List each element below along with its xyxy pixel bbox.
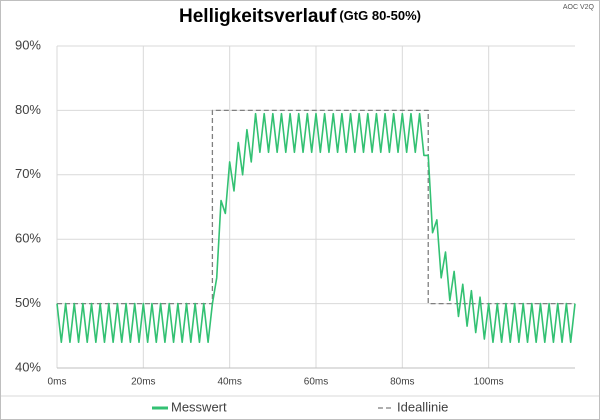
series-line (56, 112, 576, 344)
y-tick-label: 50% (15, 295, 41, 310)
x-tick-label: 20ms (131, 377, 155, 388)
x-tick-label: 40ms (217, 377, 241, 388)
corner-label: AOC V2Q (563, 4, 595, 11)
y-tick-label: 40% (15, 359, 41, 374)
chart-title: Helligkeitsverlauf (GtG 80-50%) (179, 6, 421, 27)
x-tick-label: 80ms (390, 377, 414, 388)
y-tick-label: 70% (15, 166, 41, 181)
legend-label: Messwert (171, 399, 227, 414)
y-tick-label: 60% (15, 231, 41, 246)
x-tick-label: 60ms (304, 377, 328, 388)
legend-label: Ideallinie (397, 399, 448, 414)
x-tick-label: 0ms (48, 377, 67, 388)
y-tick-label: 90% (15, 37, 41, 52)
y-tick-label: 80% (15, 102, 41, 117)
x-tick-label: 100ms (474, 377, 504, 388)
title-sub: (GtG 80-50%) (339, 8, 421, 23)
title-main: Helligkeitsverlauf (179, 6, 337, 27)
